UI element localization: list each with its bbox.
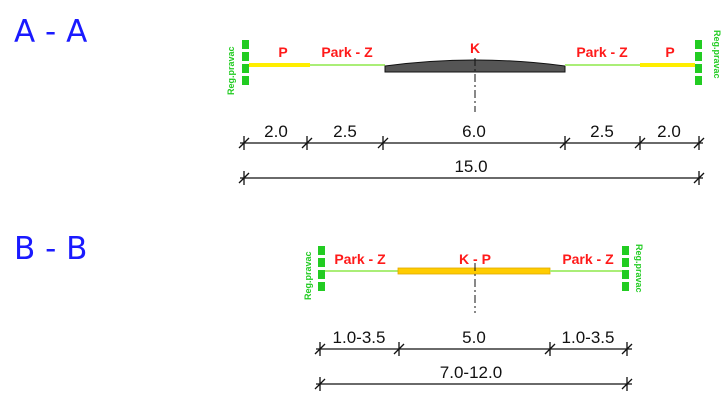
- dim-label: 2.5: [333, 122, 357, 141]
- parking-strip-left-a: [249, 63, 310, 67]
- total-dim-label-a: 15.0: [454, 157, 487, 176]
- green-strip-left-a: [310, 64, 385, 66]
- reg-line-left-b: Reg.pravac: [303, 246, 325, 300]
- reg-label-left-a: Reg.pravac: [226, 46, 236, 95]
- total-dimension-a: 15.0: [238, 157, 705, 185]
- zone-label-park-right-b: Park - Z: [562, 251, 614, 267]
- zone-label-kp-b: K - P: [459, 251, 491, 267]
- total-dimension-b: 7.0-12.0: [314, 363, 633, 391]
- reg-label-left-b: Reg.pravac: [303, 251, 313, 300]
- zone-label-k-a: K: [470, 40, 480, 56]
- zone-label-park-left-b: Park - Z: [334, 251, 386, 267]
- dim-label: 2.0: [657, 122, 681, 141]
- total-dim-label-b: 7.0-12.0: [440, 363, 502, 382]
- zone-label-p-left-a: P: [278, 44, 287, 60]
- section-a-title: A - A: [14, 14, 87, 50]
- green-strip-right-b: [550, 270, 622, 272]
- reg-line-right-b: Reg.pravac: [622, 244, 644, 293]
- zone-label-p-right-a: P: [665, 44, 674, 60]
- section-b-b: B - B Reg.pravac Reg.pravac Park - Z K -…: [14, 231, 644, 391]
- dim-label: 2.5: [590, 122, 614, 141]
- reg-line-right-a: Reg.pravac: [695, 30, 722, 85]
- parking-strip-right-a: [640, 63, 695, 67]
- dimension-row-a: 2.0 2.5 6.0 2.5 2.0: [238, 122, 705, 150]
- zone-label-park-left-a: Park - Z: [321, 44, 373, 60]
- dim-label: 6.0: [462, 122, 486, 141]
- green-strip-right-a: [565, 64, 640, 66]
- dim-label: 1.0-3.5: [333, 328, 386, 347]
- green-strip-left-b: [325, 270, 398, 272]
- section-b-title: B - B: [14, 231, 87, 267]
- dimension-row-b: 1.0-3.5 5.0 1.0-3.5: [314, 328, 633, 356]
- zone-label-park-right-a: Park - Z: [576, 44, 628, 60]
- reg-label-right-a: Reg.pravac: [712, 30, 722, 79]
- reg-line-left-a: Reg.pravac: [226, 40, 249, 95]
- section-a-a: A - A Reg.pravac Reg.pravac P Park - Z K: [14, 14, 722, 185]
- reg-label-right-b: Reg.pravac: [634, 244, 644, 293]
- dim-label: 1.0-3.5: [562, 328, 615, 347]
- kp-strip-b: [397, 267, 551, 275]
- dim-label: 5.0: [462, 328, 486, 347]
- dim-label: 2.0: [264, 122, 288, 141]
